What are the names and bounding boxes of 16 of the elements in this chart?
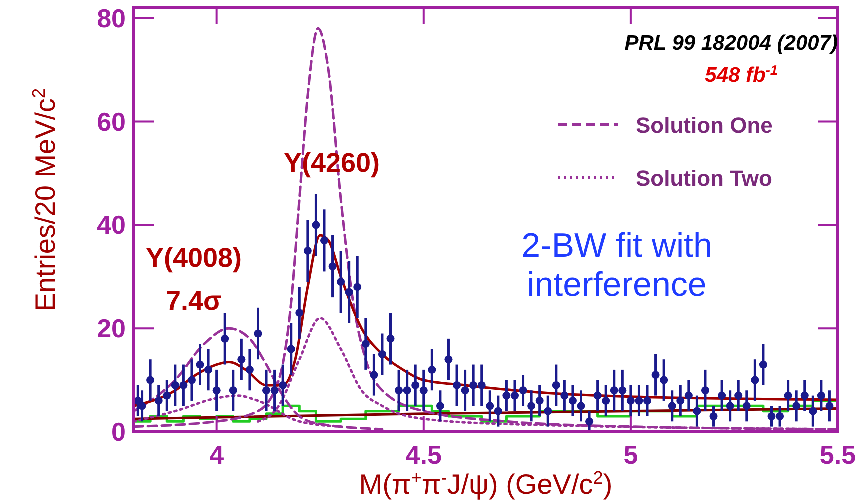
legend-label: Solution Two (636, 166, 772, 191)
x-tick-label: 5.5 (820, 440, 856, 470)
x-tick-label: 5 (624, 440, 638, 470)
y-tick-label: 40 (97, 210, 126, 240)
x-tick-label: 4.5 (406, 440, 442, 470)
annotation: 7.4σ (166, 286, 222, 316)
annotation: 2-BW fit with interference (522, 227, 712, 304)
y-tick-label: 0 (112, 417, 126, 447)
y-tick-label: 20 (97, 314, 126, 344)
y-tick-label: 80 (97, 3, 126, 34)
legend-label: Solution One (636, 113, 773, 138)
annotation: 548 fb$^{-1}$ (705, 62, 778, 87)
annotation: Y(4008) (146, 243, 242, 273)
x-axis-title: M(π$^{+}$π$^{-}$J/ψ) (GeV/c$^{2}$) (359, 468, 613, 500)
x-tick-label: 4 (210, 440, 225, 470)
y-tick-label: 60 (97, 106, 126, 137)
